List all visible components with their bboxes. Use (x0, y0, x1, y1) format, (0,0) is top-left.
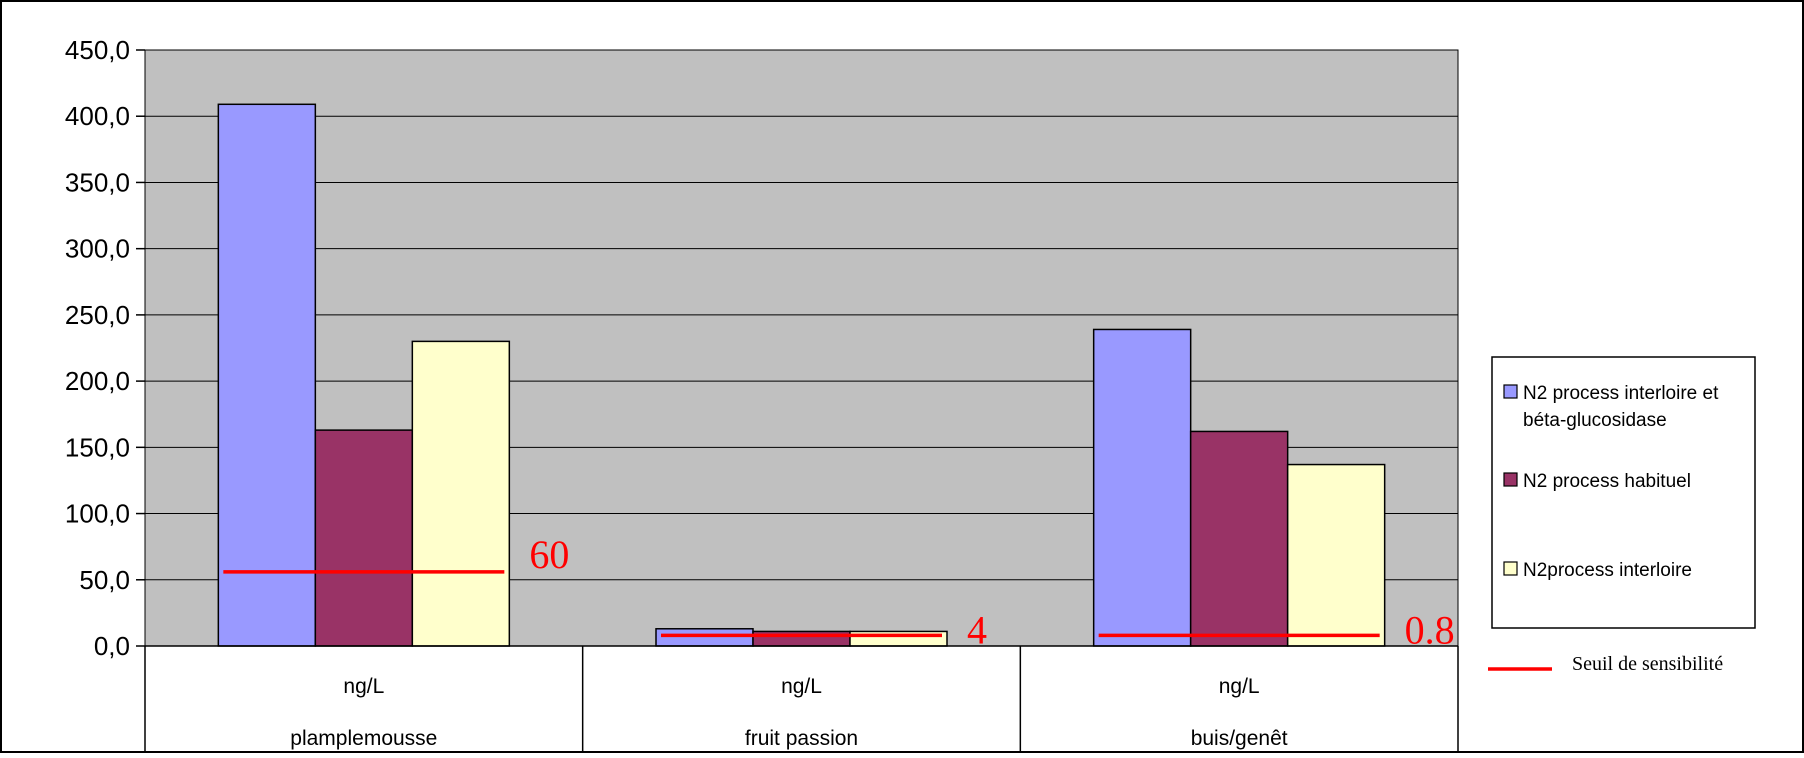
threshold-label: 4 (967, 607, 987, 652)
x-axis-table: ng/L plamplemousse ng/L fruit passion ng/L bu… (144, 645, 1459, 752)
y-tick-label: 0,0 (94, 631, 130, 661)
bar (1189, 430, 1289, 647)
y-tick-label: 100,0 (65, 499, 130, 529)
bar (314, 429, 414, 647)
bar (655, 628, 754, 647)
x-unit-label: ng/L (343, 675, 384, 698)
threshold-lines: 60 4 0.8 (223, 532, 1455, 652)
bar (217, 103, 317, 647)
legend-label: N2 process interloire et (1523, 383, 1719, 404)
bar (752, 630, 851, 647)
y-axis-ticks: 0,0 50,0 100,0 150,0 200,0 250,0 300,0 350,0 400… (65, 35, 145, 661)
y-tick-label: 250,0 (65, 300, 130, 330)
x-category-label: plamplemousse (290, 727, 437, 750)
legend-label: béta-glucosidase (1523, 410, 1667, 431)
legend-swatch (1503, 472, 1518, 487)
legend-swatch (1503, 561, 1518, 576)
y-tick-label: 350,0 (65, 167, 130, 197)
legend-label: N2process interloire (1523, 560, 1692, 581)
bar (849, 630, 948, 647)
threshold-label: 0.8 (1405, 607, 1455, 652)
legend-label: N2 process habituel (1523, 471, 1691, 492)
bar (1092, 328, 1192, 647)
bar (1286, 463, 1386, 647)
x-unit-label: ng/L (781, 675, 822, 698)
y-tick-label: 450,0 (65, 35, 130, 65)
legend: N2 process interloire et béta-glucosidase… (1488, 356, 1756, 675)
legend-swatch (1503, 384, 1518, 399)
y-tick-label: 300,0 (65, 234, 130, 264)
y-tick-label: 50,0 (79, 565, 130, 595)
x-unit-label: ng/L (1219, 675, 1260, 698)
x-category-label: fruit passion (745, 727, 858, 750)
threshold-label: 60 (529, 532, 569, 577)
y-tick-label: 400,0 (65, 101, 130, 131)
legend-threshold-label: Seuil de sensibilité (1572, 653, 1723, 675)
legend-box (1491, 356, 1756, 629)
y-tick-label: 150,0 (65, 432, 130, 462)
bar (411, 340, 511, 647)
x-category-label: buis/genêt (1191, 727, 1288, 750)
y-tick-label: 200,0 (65, 366, 130, 396)
